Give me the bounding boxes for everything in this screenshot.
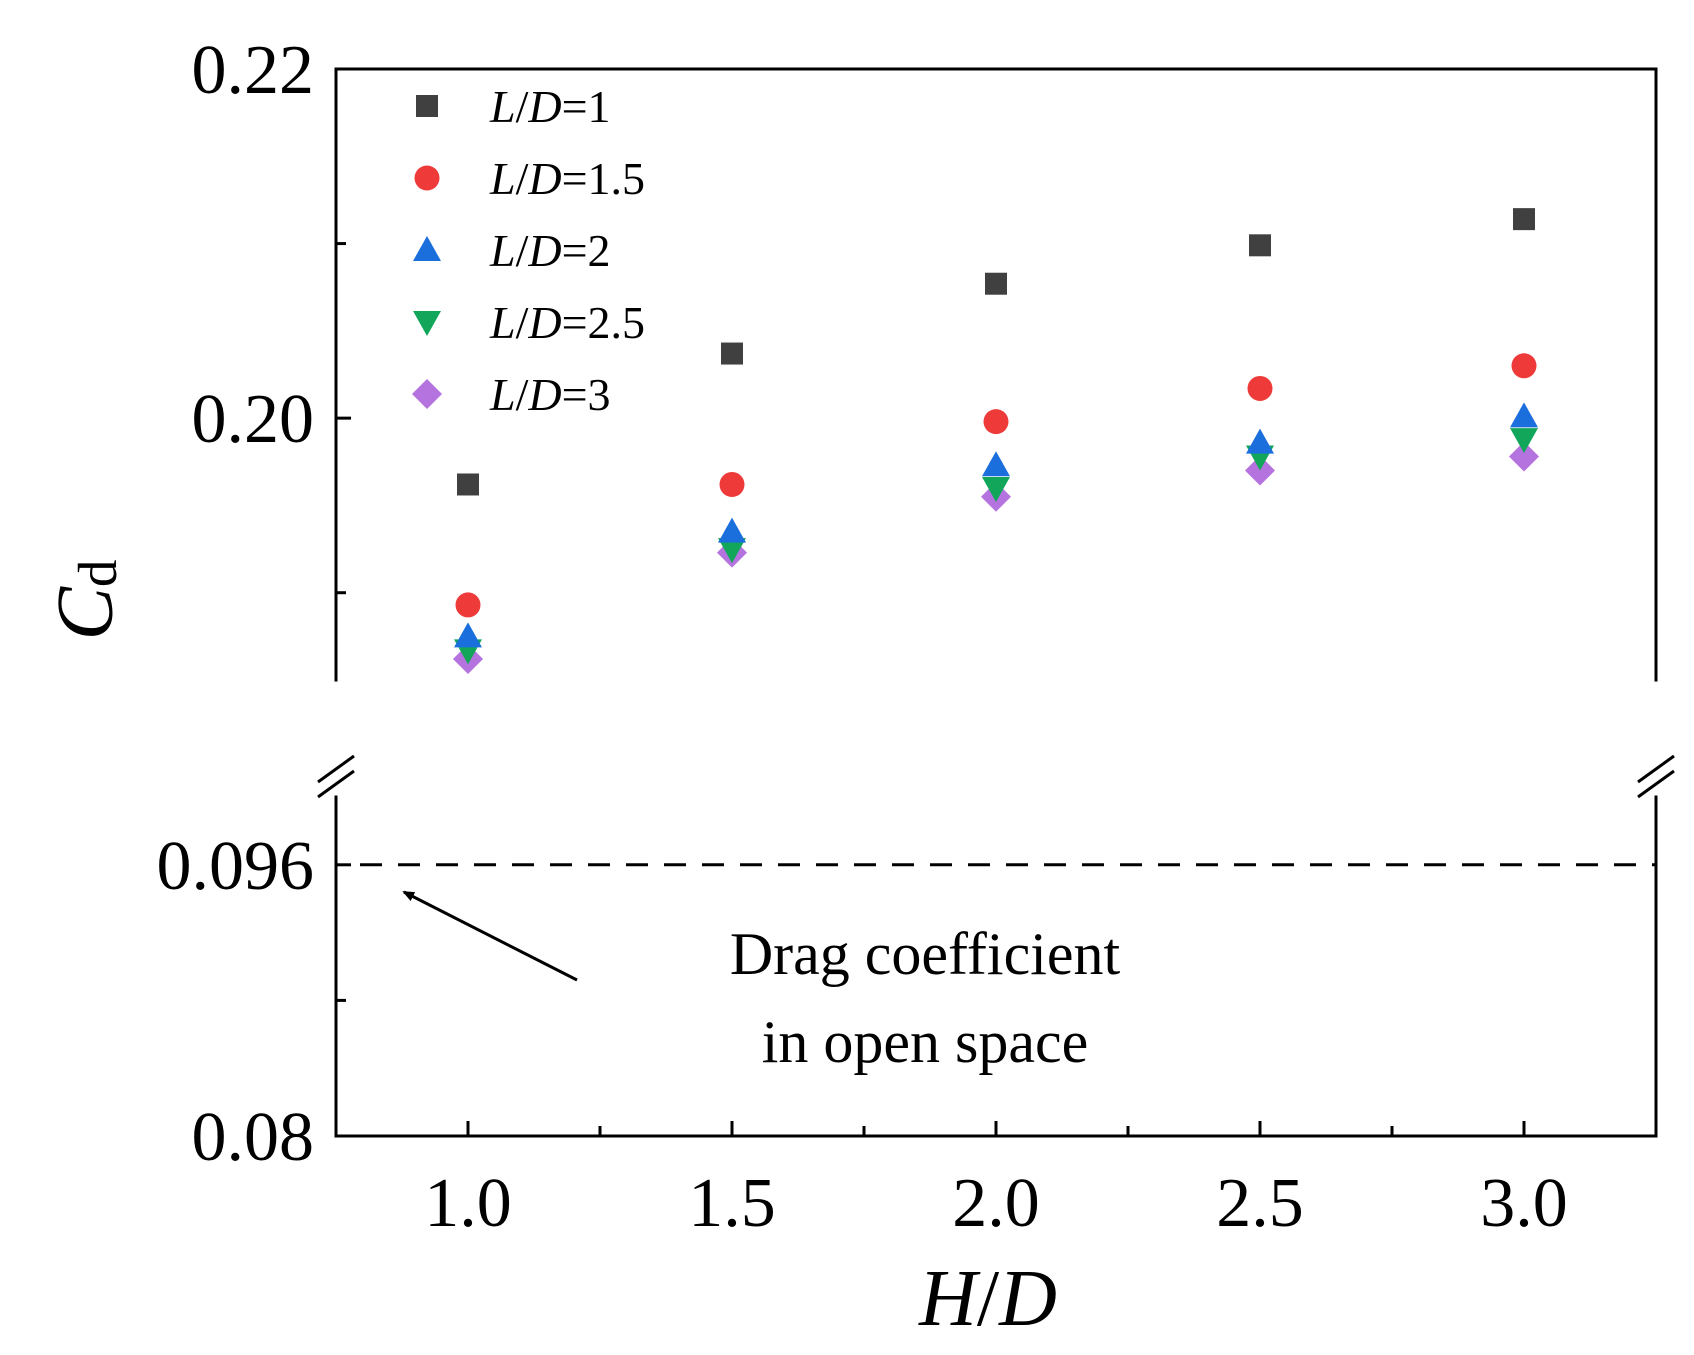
x-axis-title-h: H — [918, 1255, 981, 1343]
data-point — [982, 451, 1010, 477]
x-tick-label: 2.0 — [952, 1165, 1040, 1242]
data-point — [983, 409, 1009, 435]
axis-tick-labels: 1.0 1.5 2.0 2.5 3.0 0.20 0.22 0.08 0.096 — [157, 32, 1568, 1242]
svg-text:Cd: Cd — [42, 560, 130, 641]
y-tick-label: 0.096 — [157, 828, 315, 905]
y-axis-title: Cd — [42, 560, 130, 641]
legend-marker — [416, 95, 438, 117]
legend-marker — [413, 311, 441, 336]
x-tick-label: 3.0 — [1480, 1165, 1568, 1242]
legend-marker — [413, 236, 441, 261]
y-axis-title-subscript: d — [67, 560, 128, 588]
data-point — [1511, 353, 1537, 379]
annotation-line-1: Drag coefficient — [730, 921, 1121, 987]
data-point — [718, 517, 746, 543]
x-axis-title-slash: / — [977, 1255, 1000, 1343]
y-tick-label: 0.22 — [192, 32, 315, 109]
legend-label: L/D=2.5 — [489, 297, 645, 348]
annotation-line-2: in open space — [762, 1009, 1089, 1075]
data-point — [985, 272, 1007, 295]
series-L-D-1-5 — [455, 353, 1537, 618]
x-tick-label: 1.0 — [424, 1165, 512, 1242]
legend-label: L/D=1.5 — [489, 153, 645, 204]
axis-break-right-2 — [1637, 769, 1675, 799]
data-point — [1249, 234, 1271, 257]
axis-break-left-1 — [317, 754, 355, 784]
axis-break-right-1 — [1637, 754, 1675, 784]
data-point — [718, 538, 746, 564]
x-tick-label: 1.5 — [688, 1165, 776, 1242]
legend-label: L/D=1 — [489, 81, 611, 132]
y-tick-label: 0.08 — [192, 1099, 315, 1176]
data-point — [1246, 428, 1274, 454]
y-axis-title-c: C — [42, 585, 130, 640]
x-tick-label: 2.5 — [1216, 1165, 1304, 1242]
data-point — [721, 342, 743, 365]
data-point — [454, 622, 482, 648]
axes-frame — [317, 67, 1675, 1138]
axis-break-left-2 — [317, 769, 355, 799]
data-point — [1509, 441, 1539, 472]
data-point — [1247, 375, 1273, 401]
y-tick-label: 0.20 — [192, 381, 315, 458]
data-point — [1510, 402, 1538, 428]
annotation-arrow — [402, 890, 578, 982]
data-point — [1510, 428, 1538, 454]
legend-marker — [414, 165, 440, 191]
data-point — [455, 592, 481, 618]
legend-marker — [412, 379, 442, 409]
x-axis-title: H/D — [918, 1255, 1057, 1343]
series-L-D-2 — [454, 402, 1538, 648]
data-point — [982, 476, 1010, 502]
legend-label: L/D=2 — [489, 225, 611, 276]
data-points — [453, 208, 1539, 675]
data-point — [457, 473, 479, 496]
x-axis-title-d: D — [998, 1255, 1057, 1343]
data-point — [719, 471, 745, 497]
series-L-D-3 — [453, 441, 1539, 675]
legend: L/D=1 L/D=1.5 L/D=2 L/D=2.5 L/D=3 — [412, 81, 645, 420]
data-point — [1513, 208, 1535, 231]
axis-ticks — [336, 67, 1526, 1138]
series-L-D-1 — [457, 208, 1535, 496]
legend-label: L/D=3 — [489, 369, 611, 420]
